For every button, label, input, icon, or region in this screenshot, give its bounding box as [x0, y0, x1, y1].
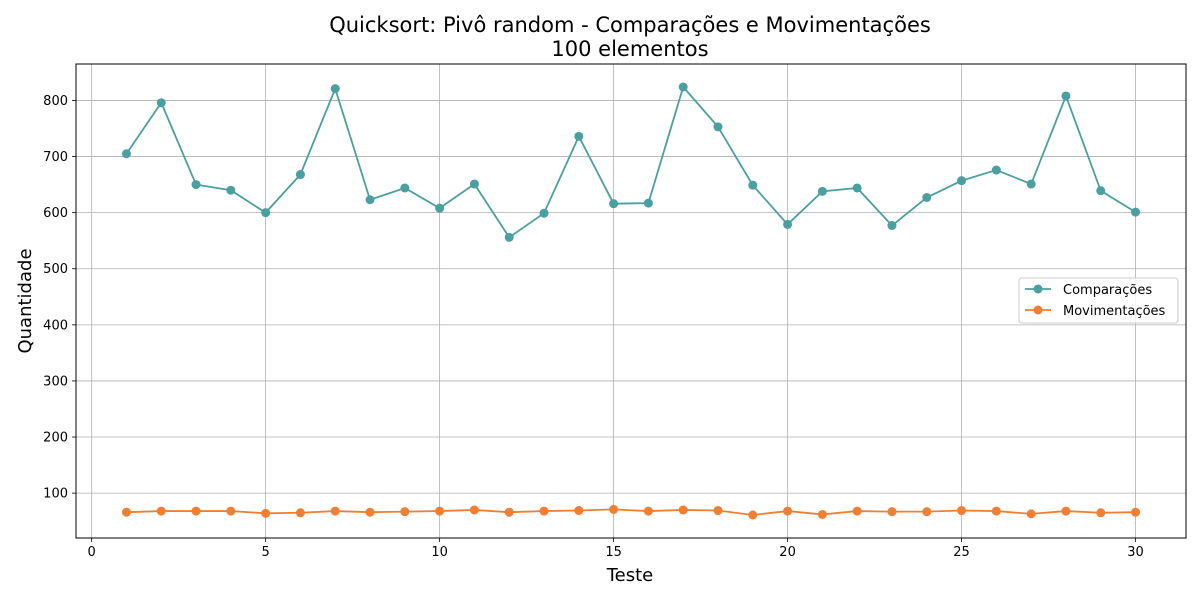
y-axis-label: Quantidade [15, 248, 36, 353]
x-tick-label: 20 [779, 545, 796, 560]
legend-marker-comparacoes [1033, 284, 1043, 294]
y-tick-label: 300 [43, 374, 68, 389]
data-point-comparacoes [121, 149, 131, 159]
series-layer [121, 82, 1141, 520]
data-point-movimentacoes [748, 510, 758, 520]
data-point-movimentacoes [469, 505, 479, 515]
x-tick-label: 15 [605, 545, 622, 560]
data-point-movimentacoes [678, 505, 688, 515]
data-point-movimentacoes [991, 506, 1001, 516]
x-tick-label: 10 [431, 545, 448, 560]
data-point-movimentacoes [539, 506, 549, 516]
data-point-movimentacoes [435, 506, 445, 516]
x-tick-label: 30 [1127, 545, 1144, 560]
data-point-comparacoes [226, 185, 236, 195]
data-point-movimentacoes [887, 507, 897, 517]
data-point-comparacoes [609, 199, 619, 209]
x-tick-label: 0 [88, 545, 96, 560]
data-point-movimentacoes [713, 506, 723, 516]
chart-title: Quicksort: Pivô random - Comparações e M… [329, 13, 931, 37]
data-point-movimentacoes [365, 507, 375, 517]
data-point-comparacoes [330, 84, 340, 94]
data-point-comparacoes [887, 221, 897, 231]
legend: Comparações Movimentações [1018, 277, 1179, 324]
data-point-movimentacoes [191, 506, 201, 516]
data-point-comparacoes [504, 232, 514, 242]
data-point-movimentacoes [156, 506, 166, 516]
ticks: 0 5 10 15 20 25 30 100 200 300 400 500 600 700 800 [43, 94, 1144, 560]
data-point-movimentacoes [574, 506, 584, 516]
data-point-movimentacoes [783, 506, 793, 516]
data-point-movimentacoes [1061, 506, 1071, 516]
data-point-comparacoes [1026, 179, 1036, 189]
y-tick-label: 500 [43, 262, 68, 277]
grid [76, 64, 1186, 538]
data-point-comparacoes [400, 183, 410, 193]
y-tick-label: 600 [43, 206, 68, 221]
legend-marker-movimentacoes [1033, 305, 1043, 315]
data-point-movimentacoes [1131, 507, 1141, 517]
data-point-comparacoes [1131, 207, 1141, 217]
data-point-movimentacoes [1096, 508, 1106, 518]
data-point-movimentacoes [643, 506, 653, 516]
series-comparacoes [121, 82, 1141, 242]
x-tick-label: 25 [953, 545, 970, 560]
x-axis-label: Teste [606, 565, 654, 586]
y-tick-label: 800 [43, 94, 68, 109]
legend-label-comparacoes: Comparações [1063, 283, 1152, 298]
data-point-comparacoes [783, 219, 793, 229]
data-point-comparacoes [1061, 91, 1071, 101]
y-tick-label: 200 [43, 431, 68, 446]
data-point-comparacoes [435, 203, 445, 213]
data-point-movimentacoes [1026, 509, 1036, 519]
data-point-comparacoes [539, 208, 549, 218]
data-point-comparacoes [261, 208, 271, 218]
data-point-comparacoes [748, 180, 758, 190]
data-point-comparacoes [574, 131, 584, 141]
data-point-movimentacoes [295, 508, 305, 518]
data-point-movimentacoes [330, 506, 340, 516]
data-point-comparacoes [852, 183, 862, 193]
data-point-movimentacoes [261, 508, 271, 518]
data-point-movimentacoes [957, 506, 967, 516]
data-point-comparacoes [922, 193, 932, 203]
data-point-movimentacoes [121, 507, 131, 517]
y-tick-label: 700 [43, 150, 68, 165]
data-point-movimentacoes [400, 507, 410, 517]
data-point-comparacoes [991, 165, 1001, 175]
legend-label-movimentacoes: Movimentações [1063, 304, 1166, 319]
plot-frame [75, 63, 1187, 539]
y-tick-label: 400 [43, 318, 68, 333]
data-point-movimentacoes [609, 504, 619, 514]
data-point-comparacoes [678, 82, 688, 92]
series-movimentacoes [121, 504, 1141, 520]
data-point-comparacoes [469, 179, 479, 189]
data-point-movimentacoes [852, 506, 862, 516]
data-point-comparacoes [295, 170, 305, 180]
data-point-movimentacoes [226, 506, 236, 516]
data-point-comparacoes [957, 176, 967, 186]
data-point-comparacoes [1096, 186, 1106, 196]
y-tick-label: 100 [43, 487, 68, 502]
legend-frame [1018, 277, 1179, 324]
data-point-comparacoes [817, 186, 827, 196]
data-point-movimentacoes [817, 509, 827, 519]
data-point-movimentacoes [922, 507, 932, 517]
data-point-comparacoes [156, 98, 166, 108]
data-point-comparacoes [365, 195, 375, 205]
series-line-movimentacoes [126, 508, 1136, 516]
chart-subtitle: 100 elementos [551, 37, 708, 61]
data-point-comparacoes [713, 122, 723, 132]
data-point-comparacoes [191, 180, 201, 190]
x-tick-label: 5 [261, 545, 269, 560]
data-point-comparacoes [643, 198, 653, 208]
data-point-movimentacoes [504, 507, 514, 517]
series-line-comparacoes [125, 85, 1137, 239]
